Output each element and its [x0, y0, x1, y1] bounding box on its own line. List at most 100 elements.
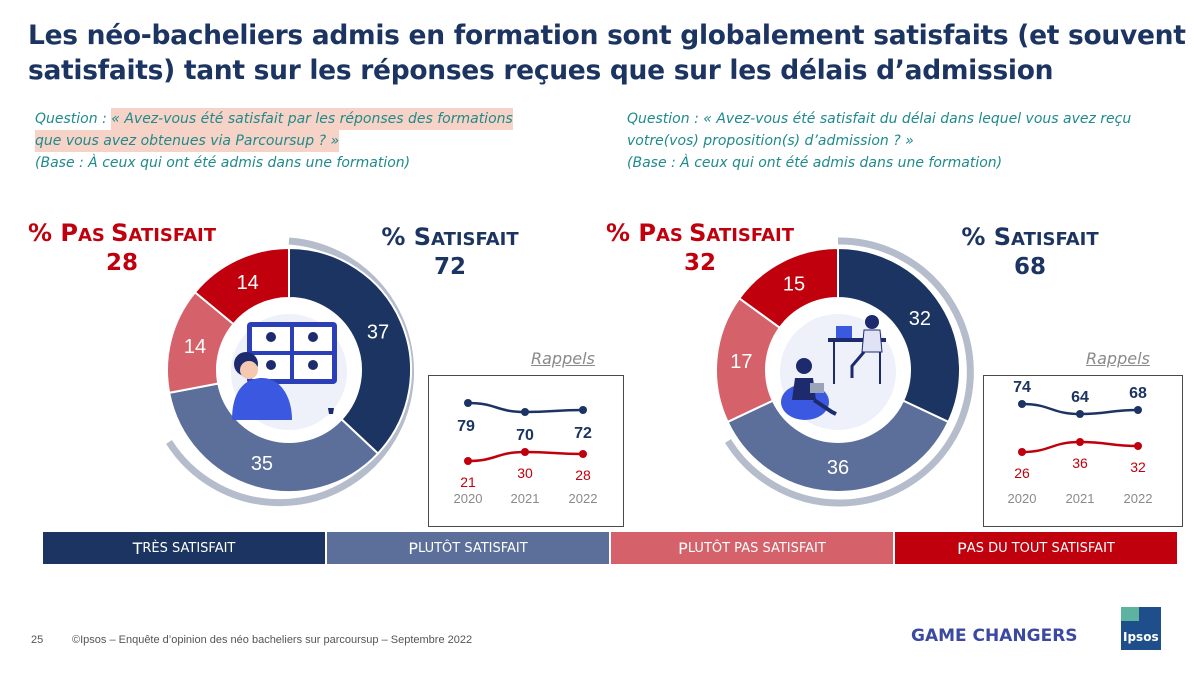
right-not-satisfied-value: 32 — [683, 250, 716, 276]
left-rappels-series-0-point-0 — [464, 399, 472, 407]
left-donut-slice-1 — [167, 382, 380, 493]
legend-item-1-rest: LUTÔT SATISFAIT — [417, 540, 528, 556]
left-satisfied-stat: % SATISFAIT 72 — [360, 224, 540, 281]
left-satisfied-accent-arc — [166, 237, 414, 507]
left-rappels-series-1-value-2: 28 — [575, 467, 591, 483]
left-donut-label-0: 37 — [367, 321, 389, 343]
left-donut-slice-3 — [193, 246, 290, 326]
legend-item-3-rest: AS DU TOUT SATISFAIT — [966, 540, 1115, 556]
left-question: Question : « Avez-vous été satisfait par… — [35, 108, 555, 174]
right-rappels-series-1-value-0: 26 — [1014, 465, 1030, 481]
right-donut-label-2: 17 — [730, 351, 752, 373]
left-question-line-1: Question : « Avez-vous été satisfait par… — [35, 108, 555, 130]
game-changers-tagline: GAME CHANGERS — [911, 626, 1078, 646]
legend-item-2-initial: P — [678, 538, 688, 558]
legend-item-0-initial: T — [132, 538, 143, 558]
right-rappels-series-1-value-1: 36 — [1072, 455, 1088, 471]
legend-item-2-rest: LUTÔT PAS SATISFAIT — [687, 540, 826, 556]
left-donut-label-1: 35 — [251, 453, 273, 475]
right-donut-chart: 32 36 17 15 — [715, 246, 961, 493]
legend-item-1-initial: P — [408, 538, 418, 558]
left-rappels-series-0-value-0: 79 — [457, 418, 475, 435]
left-donut-chart: 37 35 14 14 — [166, 246, 412, 493]
left-rappels-series-0-value-1: 70 — [516, 427, 534, 444]
left-rappels-series-1-value-1: 30 — [517, 465, 533, 481]
right-donut-label-0: 32 — [909, 308, 931, 330]
right-rappels-year-0: 2020 — [1008, 491, 1037, 506]
left-donut-label-3: 14 — [237, 272, 259, 294]
right-question-line-1: Question : « Avez-vous été satisfait du … — [627, 108, 1187, 130]
right-rappels-series-0-point-1 — [1076, 410, 1084, 418]
right-donut-label-3: 15 — [783, 274, 805, 296]
videoconference-illustration — [222, 303, 356, 437]
left-rappels-year-0: 2020 — [454, 491, 483, 506]
right-donut-slice-3 — [737, 246, 839, 330]
left-not-satisfied-label: % PAS SATISFAIT — [27, 219, 217, 247]
title-line-1: Les néo-bacheliers admis en formation so… — [28, 20, 1194, 51]
ipsos-logo-corner — [1121, 607, 1139, 621]
left-question-highlight: « Avez-vous été satisfait par les répons… — [111, 108, 513, 130]
right-rappels-series-0-value-2: 68 — [1129, 385, 1147, 402]
left-rappels-year-2: 2022 — [569, 491, 598, 506]
right-rappels-box — [983, 375, 1183, 527]
left-satisfied-value: 72 — [433, 254, 466, 280]
right-rappels-series-1-point-1 — [1076, 438, 1084, 446]
right-question-text: « Avez-vous été satisfait du délai dans … — [703, 111, 1132, 127]
right-rappels-year-1: 2021 — [1066, 491, 1095, 506]
left-question-line-2: que vous avez obtenues via Parcoursup ? … — [35, 130, 340, 152]
right-satisfied-stat: % SATISFAIT 68 — [940, 224, 1120, 281]
ipsos-logo-text: Ipsos — [1123, 630, 1159, 644]
left-rappels-year-1: 2021 — [511, 491, 540, 506]
right-rappels-year-2: 2022 — [1124, 491, 1153, 506]
left-donut-slice-0 — [288, 246, 412, 455]
right-rappels-series-0-value-1: 64 — [1071, 389, 1089, 406]
right-question-line-2: votre(vos) proposition(s) d’admission ? … — [627, 133, 914, 149]
left-question-base: (Base : À ceux qui ont été admis dans un… — [35, 155, 411, 171]
right-satisfied-accent-arc — [725, 237, 974, 507]
question-prefix: Question : — [35, 111, 112, 127]
page-title: Les néo-bacheliers admis en formation so… — [28, 18, 1194, 88]
left-rappels-label: Rappels — [531, 349, 595, 368]
right-rappels-series-0-point-0 — [1018, 400, 1026, 408]
left-satisfied-label: % SATISFAIT — [381, 223, 519, 251]
legend-item-1: P LUTÔT SATISFAIT — [327, 532, 609, 564]
right-rappels-series-0-point-2 — [1134, 406, 1142, 414]
right-donut-slice-1 — [726, 399, 950, 493]
left-rappels-series-1-point-1 — [521, 448, 529, 456]
question-prefix: Question : — [627, 111, 704, 127]
right-question: Question : « Avez-vous été satisfait du … — [627, 108, 1187, 174]
ipsos-logo: Ipsos — [1121, 607, 1161, 650]
right-donut-slice-0 — [837, 246, 961, 424]
legend: T RÈS SATISFAIT P LUTÔT SATISFAIT P LUTÔT PAS… — [43, 532, 1177, 564]
left-rappels-series-1-point-0 — [464, 457, 472, 465]
page-number: 25 — [31, 634, 44, 646]
left-not-satisfied-stat: % PAS SATISFAIT 28 — [22, 220, 222, 277]
legend-item-3: P AS DU TOUT SATISFAIT — [895, 532, 1177, 564]
right-rappels-label: Rappels — [1086, 349, 1150, 368]
right-rappels-line-chart: 74 64 68 26 36 32 2020 2021 2022 — [1008, 379, 1153, 506]
left-rappels-line-chart: 79 70 72 21 30 28 2020 2021 2022 — [454, 399, 598, 506]
right-satisfied-label: % SATISFAIT — [961, 223, 1099, 251]
right-not-satisfied-stat: % PAS SATISFAIT 32 — [600, 220, 800, 277]
footer-copyright: ©Ipsos – Enquête d’opinion des néo bache… — [72, 634, 473, 646]
left-rappels-series-1-value-0: 21 — [460, 474, 476, 490]
legend-item-3-initial: P — [957, 538, 967, 558]
right-rappels-series-0-value-0: 74 — [1013, 379, 1031, 396]
right-rappels-series-1-point-2 — [1134, 442, 1142, 450]
right-not-satisfied-label: % PAS SATISFAIT — [605, 219, 795, 247]
right-rappels-series-1-point-0 — [1018, 448, 1026, 456]
right-question-base: (Base : À ceux qui ont été admis dans un… — [627, 155, 1003, 171]
left-rappels-series-0-point-2 — [579, 406, 587, 414]
right-satisfied-value: 68 — [1013, 254, 1046, 280]
left-donut-label-2: 14 — [184, 336, 206, 358]
legend-item-0: T RÈS SATISFAIT — [43, 532, 325, 564]
left-not-satisfied-value: 28 — [105, 250, 138, 276]
left-rappels-series-0-value-2: 72 — [574, 425, 592, 442]
left-rappels-series-1-point-2 — [579, 450, 587, 458]
legend-item-0-rest: RÈS SATISFAIT — [142, 540, 236, 556]
legend-item-2: P LUTÔT PAS SATISFAIT — [611, 532, 893, 564]
right-rappels-series-1-value-2: 32 — [1130, 459, 1146, 475]
remote-work-illustration — [771, 303, 905, 437]
right-donut-label-1: 36 — [827, 457, 849, 479]
